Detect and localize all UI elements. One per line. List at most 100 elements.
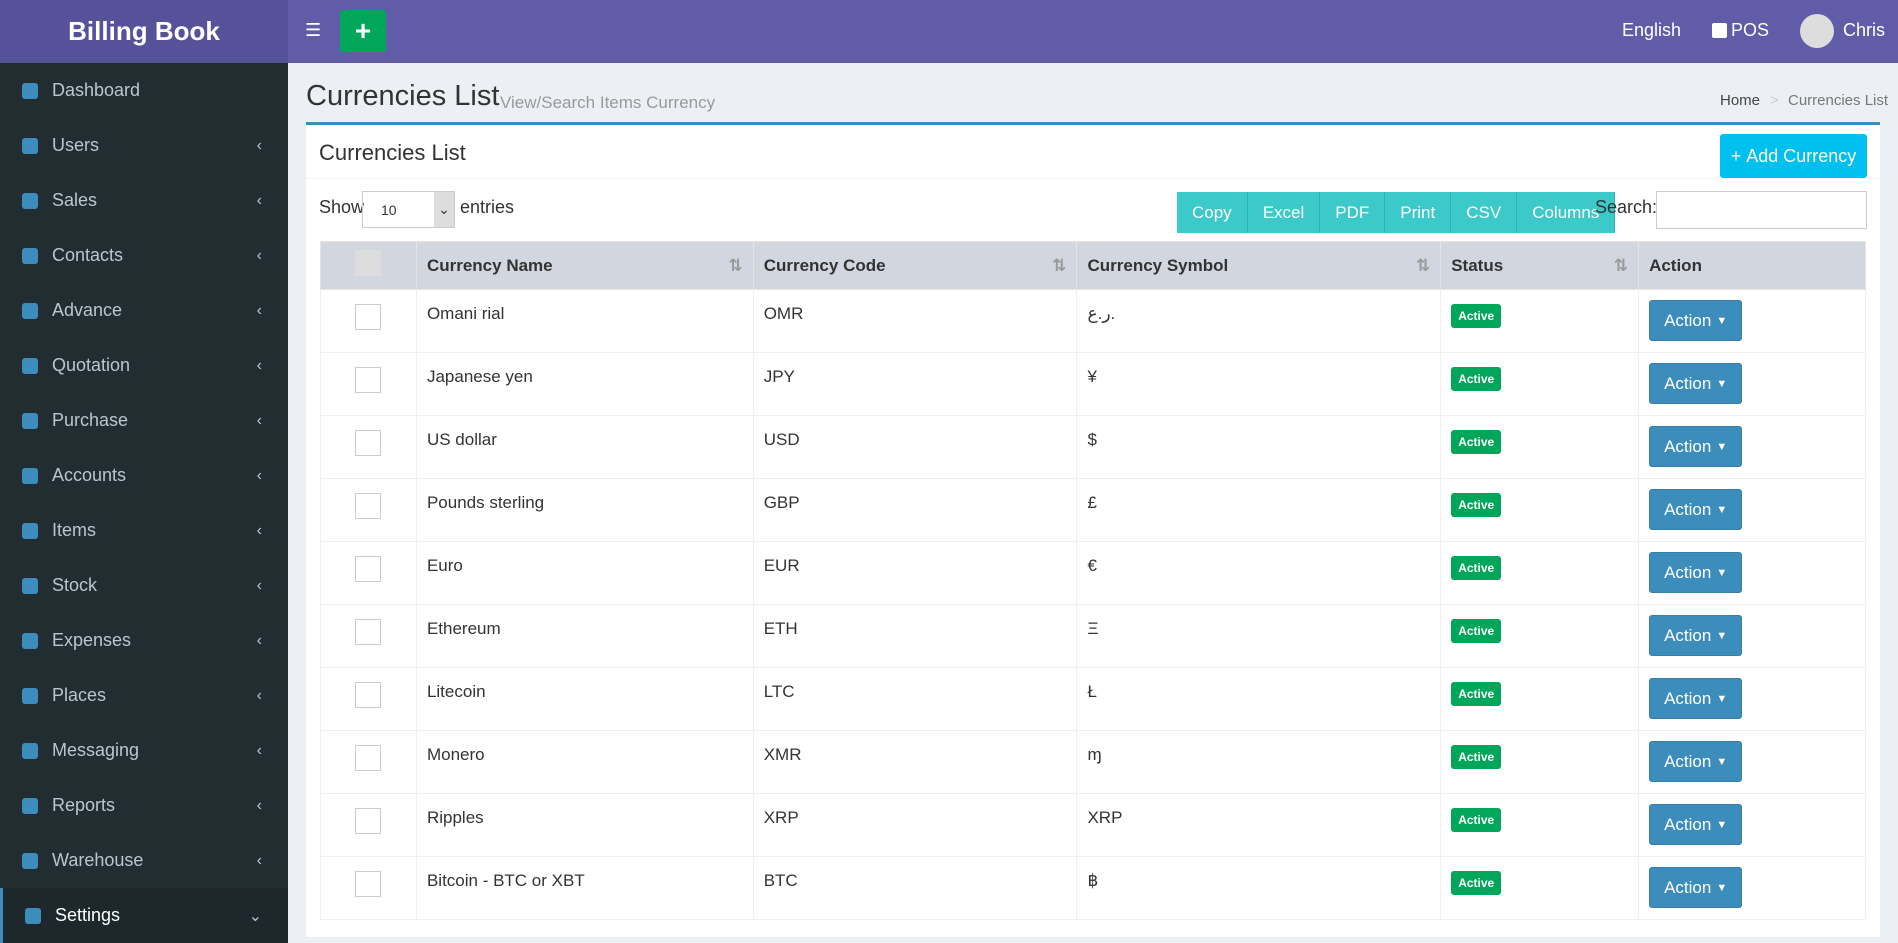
column-header[interactable]: Action [1638, 241, 1866, 290]
action-button[interactable]: Action ▼ [1649, 426, 1743, 467]
menu-item[interactable]: Users ‹ [0, 118, 288, 173]
cell: BTC [752, 856, 1078, 920]
select-all[interactable] [355, 250, 381, 276]
cell-text: LTC [763, 682, 795, 701]
menu-item[interactable]: Messaging ‹ [0, 723, 288, 778]
row-checkbox[interactable] [355, 493, 381, 519]
cell: Bitcoin - BTC or XBT [415, 856, 754, 920]
menu-icon [22, 412, 38, 429]
menu-item[interactable]: Settings ⌄ [0, 888, 288, 943]
cell-text: JPY [763, 367, 795, 386]
menu-label: Sales [52, 190, 98, 210]
menu-icon [22, 137, 38, 154]
row: Omani rial OMR ر.ع. Active Action ▼ [320, 289, 1866, 353]
caret: ▼ [1716, 629, 1728, 642]
export-button[interactable]: Print [1385, 192, 1452, 233]
menu-icon [22, 742, 38, 759]
cell [320, 730, 417, 794]
row-checkbox[interactable] [355, 430, 381, 456]
length-select[interactable]: 10 ⌄ [362, 191, 455, 228]
cell-text: € [1087, 556, 1097, 575]
menu-item[interactable]: Places ‹ [0, 668, 288, 723]
header-row: Currency Name ⇅ Currency Code ⇅ Currency Sym… [320, 241, 1866, 290]
column-label: Action [1649, 255, 1702, 275]
action-button[interactable]: Action ▼ [1649, 741, 1743, 782]
export-button[interactable]: PDF [1320, 192, 1386, 233]
cell-text: USD [763, 430, 800, 449]
pos-label: POS [1731, 20, 1770, 40]
row-checkbox[interactable] [355, 808, 381, 834]
brand[interactable]: Billing Book [0, 0, 288, 63]
menu-icon [22, 797, 38, 814]
menu-chevron: ‹ [256, 796, 262, 814]
caret: ▼ [1716, 566, 1728, 579]
action-button[interactable]: Action ▼ [1649, 867, 1743, 908]
menu-label: Users [52, 135, 100, 155]
menu-icon [22, 632, 38, 649]
user-name[interactable]: Chris [1843, 20, 1886, 40]
export-button[interactable]: CSV [1451, 192, 1518, 233]
cell [320, 289, 417, 353]
action-button[interactable]: Action ▼ [1649, 363, 1743, 404]
action-button[interactable]: Action ▼ [1649, 552, 1743, 593]
quick-add[interactable]: + [340, 10, 386, 52]
add-currency-button[interactable]: + Add Currency [1720, 134, 1867, 178]
column-header[interactable]: Currency Symbol ⇅ [1076, 241, 1442, 290]
page-title: Currencies List [306, 80, 500, 112]
export-button[interactable]: Copy [1177, 192, 1248, 233]
cell: € [1076, 541, 1442, 605]
menu-item[interactable]: Items ‹ [0, 503, 288, 558]
cell-text: XMR [763, 745, 802, 764]
action-button[interactable]: Action ▼ [1649, 300, 1743, 341]
menu-item[interactable]: Accounts ‹ [0, 448, 288, 503]
menu-item[interactable]: Reports ‹ [0, 778, 288, 833]
cell [320, 352, 417, 416]
cell: ¥ [1076, 352, 1442, 416]
cell: Active [1440, 289, 1640, 353]
cell: Active [1440, 667, 1640, 731]
column-header[interactable]: Status ⇅ [1440, 241, 1640, 290]
menu-label: Warehouse [52, 850, 144, 870]
export-button[interactable]: Columns [1517, 192, 1616, 233]
menu-item[interactable]: Purchase ‹ [0, 393, 288, 448]
cell [320, 856, 417, 920]
menu-item[interactable]: Quotation ‹ [0, 338, 288, 393]
pos[interactable]: POS [1712, 20, 1769, 41]
cell: Action ▼ [1638, 856, 1866, 920]
action-label: Action [1664, 688, 1712, 708]
menu-toggle[interactable]: ☰ [305, 20, 322, 40]
row-checkbox[interactable] [355, 304, 381, 330]
menu-item[interactable]: Warehouse ‹ [0, 833, 288, 888]
cell: GBP [752, 478, 1078, 542]
menu-item[interactable]: Contacts ‹ [0, 228, 288, 283]
action-button[interactable]: Action ▼ [1649, 678, 1743, 719]
row-checkbox[interactable] [355, 682, 381, 708]
language[interactable]: English [1622, 20, 1682, 40]
menu-item[interactable]: Dashboard [0, 63, 288, 118]
menu-item[interactable]: Sales ‹ [0, 173, 288, 228]
export-button[interactable]: Excel [1247, 192, 1321, 233]
column-header[interactable]: Currency Name ⇅ [415, 241, 754, 290]
cell: EUR [752, 541, 1078, 605]
menu-chevron: ‹ [256, 356, 262, 374]
status-badge: Active [1451, 304, 1502, 328]
cell-text: Euro [426, 556, 463, 575]
action-label: Action [1664, 625, 1712, 645]
action-button[interactable]: Action ▼ [1649, 615, 1743, 656]
row-checkbox[interactable] [355, 619, 381, 645]
action-button[interactable]: Action ▼ [1649, 489, 1743, 530]
action-button[interactable]: Action ▼ [1649, 804, 1743, 845]
cell [320, 793, 417, 857]
search-input[interactable] [1656, 191, 1867, 229]
row-checkbox[interactable] [355, 745, 381, 771]
row-checkbox[interactable] [355, 871, 381, 897]
row-checkbox[interactable] [355, 367, 381, 393]
menu-item[interactable]: Stock ‹ [0, 558, 288, 613]
status-badge: Active [1451, 430, 1502, 454]
menu-item[interactable]: Advance ‹ [0, 283, 288, 338]
breadcrumb-home[interactable]: Home [1720, 92, 1761, 109]
column-header[interactable]: Currency Code ⇅ [752, 241, 1078, 290]
menu-item[interactable]: Expenses ‹ [0, 613, 288, 668]
row-checkbox[interactable] [355, 556, 381, 582]
cell: ɱ [1076, 730, 1442, 794]
